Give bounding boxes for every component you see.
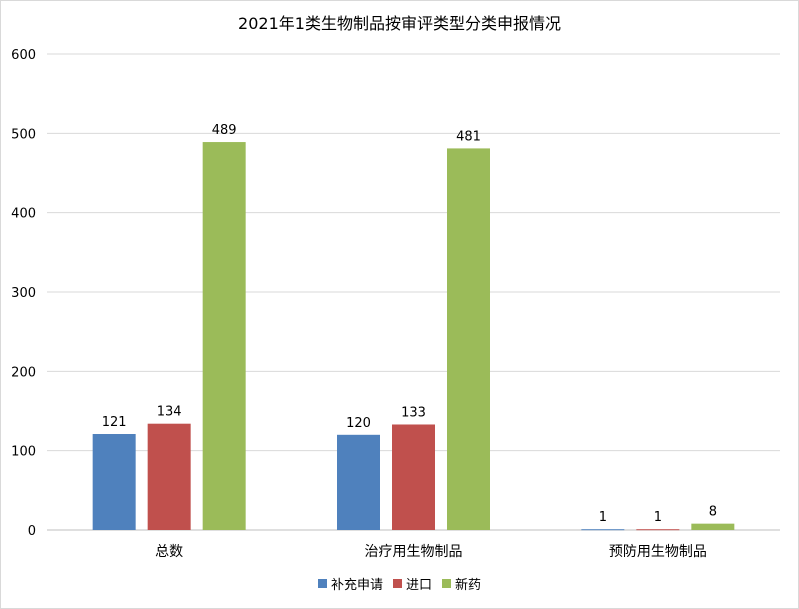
data-label: 481 xyxy=(456,129,481,144)
data-label: 489 xyxy=(212,123,237,138)
y-tick-label: 0 xyxy=(28,524,36,539)
data-label: 8 xyxy=(709,505,717,520)
legend-label: 补充申请 xyxy=(330,578,383,593)
x-tick-label: 总数 xyxy=(155,544,183,560)
data-label: 134 xyxy=(157,405,182,420)
data-label: 1 xyxy=(654,510,662,525)
bar xyxy=(92,434,136,530)
y-tick-label: 100 xyxy=(11,445,36,460)
legend-item: 新药 xyxy=(442,574,481,593)
bar xyxy=(581,529,625,531)
legend-label: 进口 xyxy=(405,578,432,593)
chart-title: 2021年1类生物制品按审评类型分类申报情况 xyxy=(238,14,561,33)
y-tick-label: 300 xyxy=(11,286,36,301)
legend-label: 新药 xyxy=(455,578,482,593)
bar xyxy=(147,423,191,530)
bar xyxy=(202,142,246,530)
bar xyxy=(636,529,680,531)
x-tick-label: 治疗用生物制品 xyxy=(365,544,463,560)
y-tick-label: 600 xyxy=(11,48,36,63)
data-label: 1 xyxy=(599,510,607,525)
data-label: 133 xyxy=(401,405,426,420)
legend-item: 进口 xyxy=(392,574,432,593)
data-label: 120 xyxy=(346,416,371,431)
bar xyxy=(691,523,735,530)
y-tick-label: 500 xyxy=(11,127,36,142)
x-tick-label: 预防用生物制品 xyxy=(609,544,707,560)
bar xyxy=(392,424,435,530)
y-tick-label: 400 xyxy=(11,207,36,222)
legend-swatch xyxy=(392,579,402,588)
y-tick-label: 200 xyxy=(11,365,36,380)
bar xyxy=(447,148,490,530)
legend-swatch xyxy=(442,579,451,588)
data-label: 121 xyxy=(102,415,127,430)
legend: 补充申请 进口 新药 xyxy=(0,574,799,593)
bar xyxy=(337,434,380,530)
legend-swatch xyxy=(317,579,327,588)
legend-item: 补充申请 xyxy=(317,574,383,593)
